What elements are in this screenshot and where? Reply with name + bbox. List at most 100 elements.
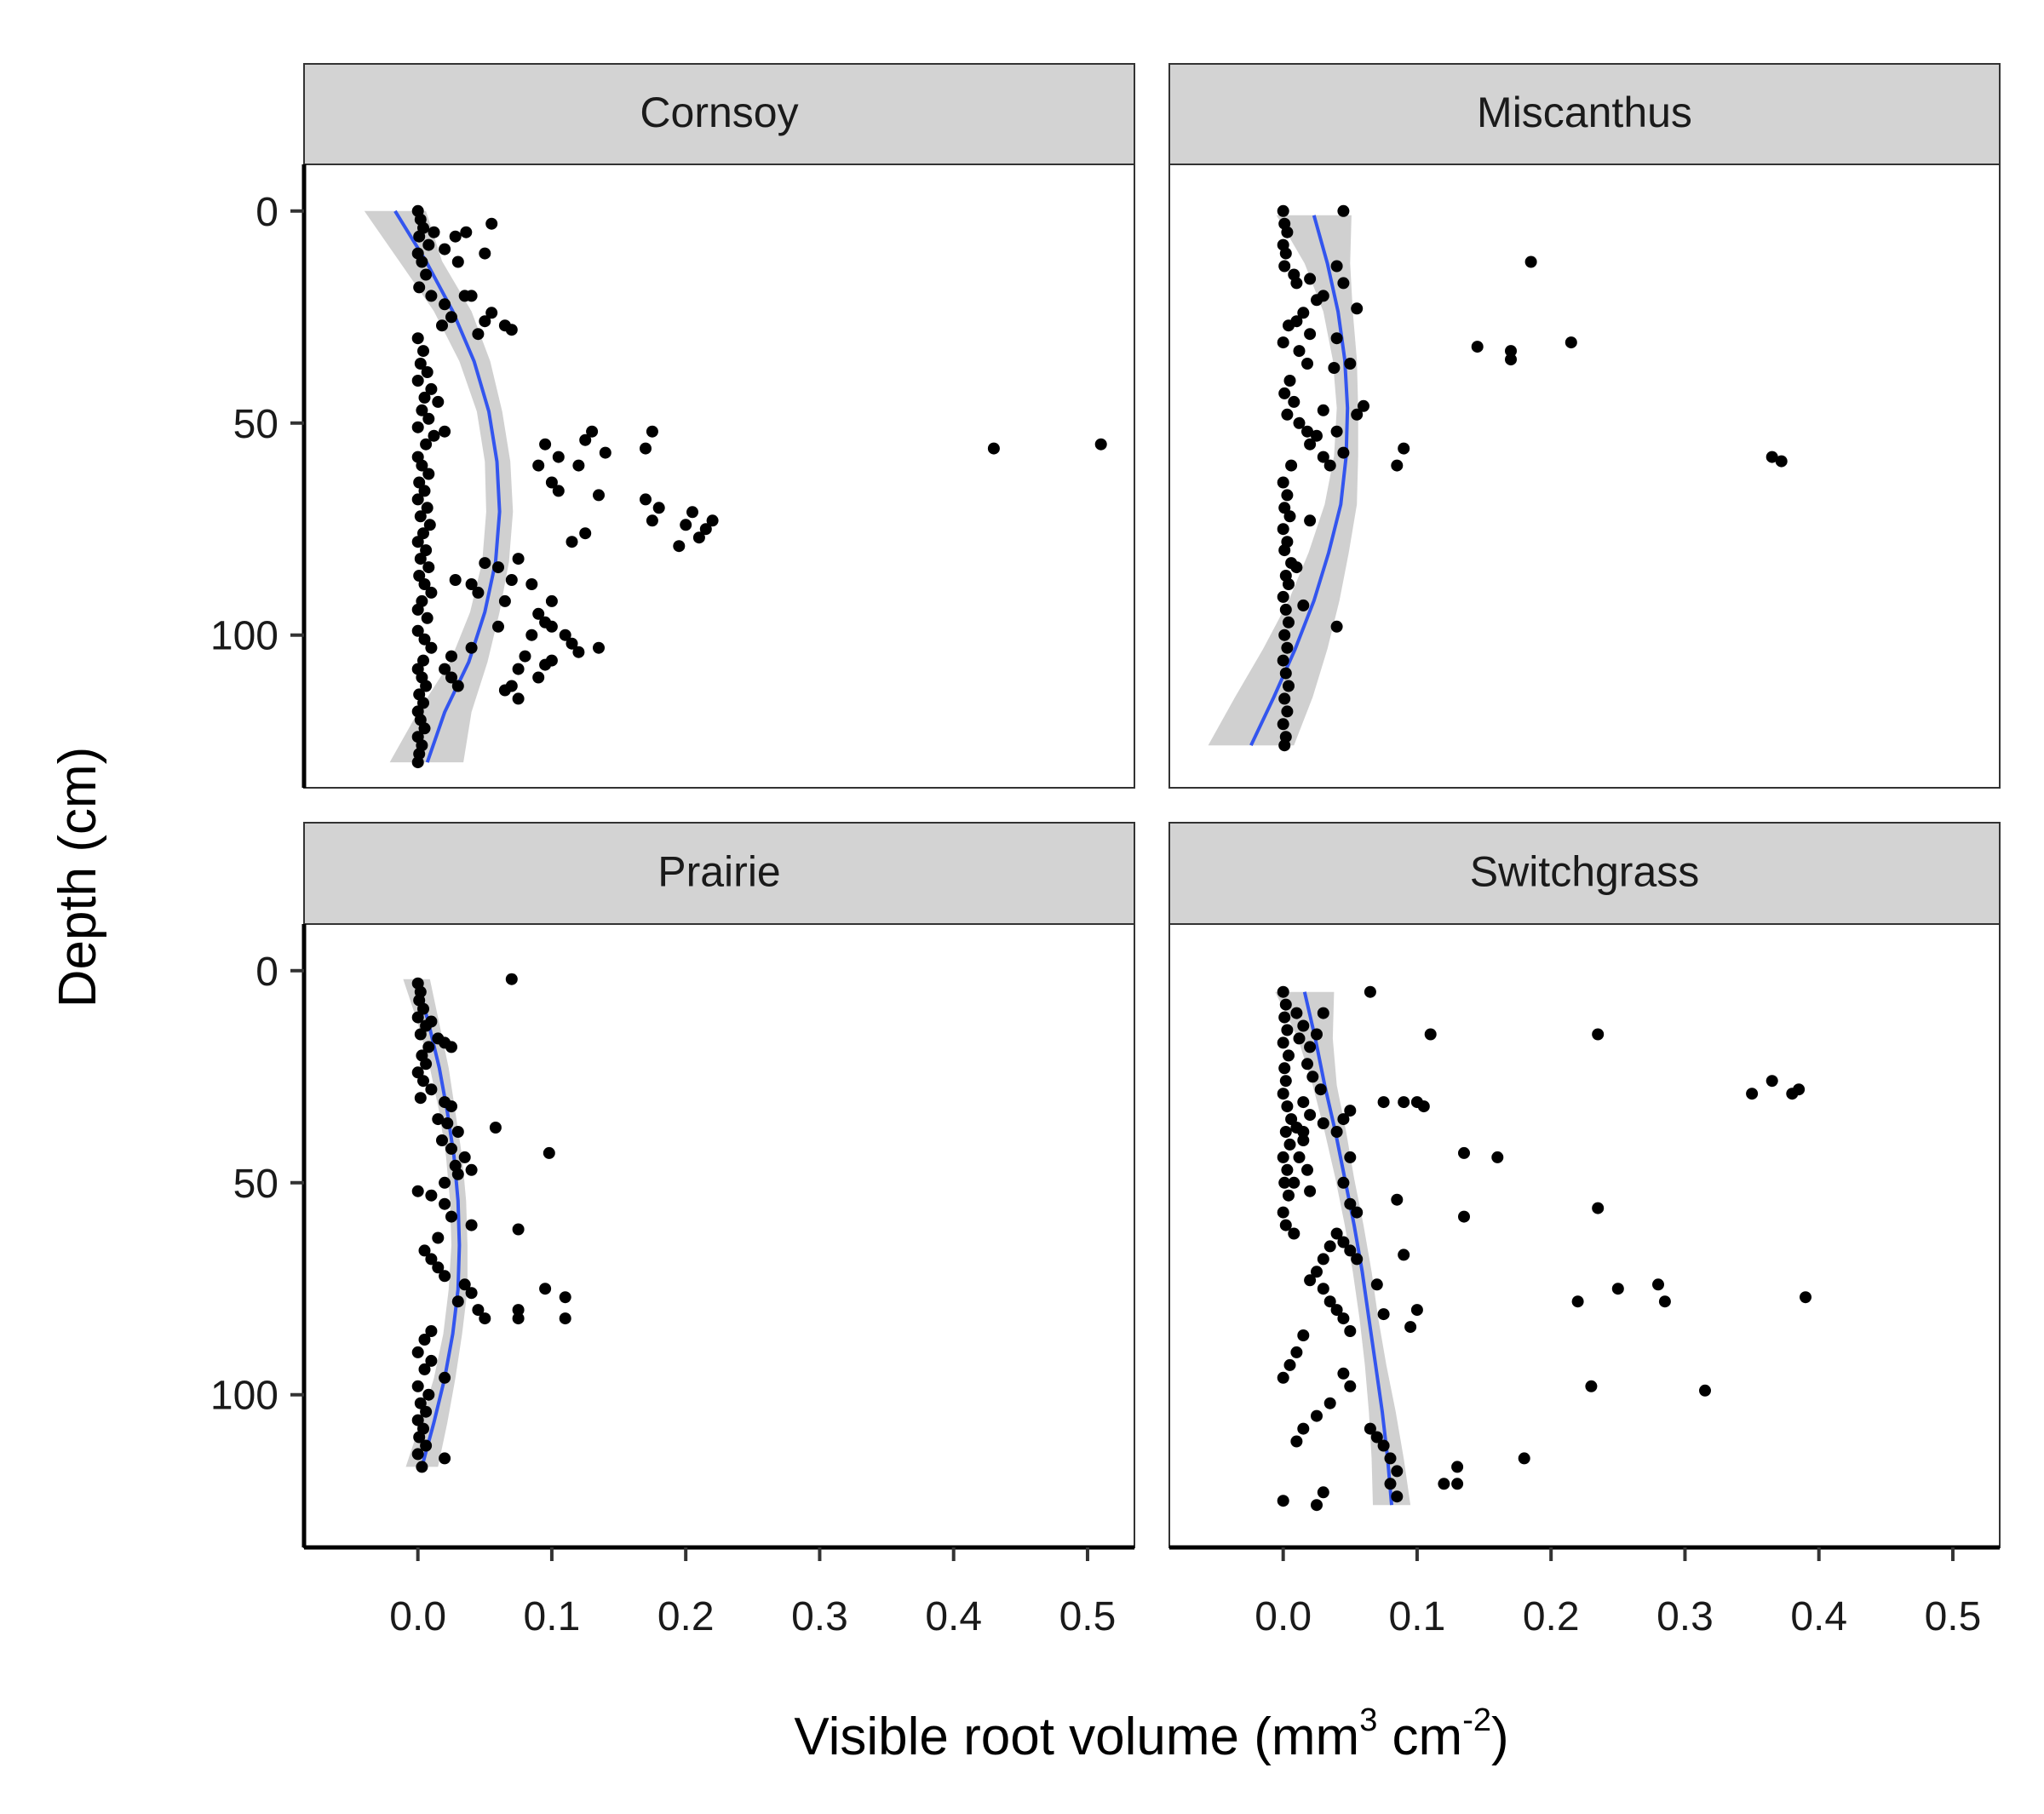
- point-switchgrass-42: [1337, 1176, 1350, 1189]
- point-switchgrass-22: [1293, 1032, 1306, 1045]
- point-cornsoy-127: [692, 531, 705, 544]
- y-tick-label-row1-0: 0: [256, 190, 278, 235]
- point-miscanthus-61: [1330, 425, 1343, 438]
- fit-line-prairie: [415, 979, 462, 1467]
- point-prairie-23: [436, 1134, 448, 1146]
- point-prairie-37: [425, 1253, 438, 1266]
- point-cornsoy-101: [512, 692, 525, 705]
- point-cornsoy-52: [420, 544, 433, 557]
- point-cornsoy-26: [472, 328, 485, 341]
- point-miscanthus-36: [1283, 578, 1295, 590]
- point-cornsoy-111: [532, 459, 545, 472]
- x-axis-title-sup1: 3: [1359, 1702, 1377, 1738]
- point-prairie-28: [439, 1176, 451, 1189]
- point-prairie-66: [539, 1283, 552, 1295]
- x-tick-label-col1-1: 0.1: [524, 1594, 581, 1639]
- point-cornsoy-84: [472, 586, 485, 599]
- point-prairie-22: [451, 1126, 464, 1138]
- point-cornsoy-25: [505, 324, 518, 336]
- point-prairie-41: [465, 1287, 478, 1300]
- point-switchgrass-12: [1283, 1138, 1296, 1151]
- point-miscanthus-23: [1311, 429, 1323, 442]
- point-miscanthus-14: [1277, 336, 1289, 349]
- point-switchgrass-83: [1424, 1028, 1437, 1041]
- point-switchgrass-20: [1290, 1007, 1303, 1019]
- point-cornsoy-16: [425, 290, 438, 302]
- x-tick-label-col2-0: 0.0: [1255, 1594, 1312, 1639]
- point-prairie-51: [411, 1380, 424, 1392]
- point-cornsoy-38: [428, 429, 440, 442]
- y-tick-label-row1-100: 100: [210, 614, 278, 659]
- point-prairie-62: [505, 973, 518, 985]
- point-switchgrass-78: [1364, 985, 1376, 998]
- point-switchgrass-52: [1304, 1274, 1317, 1287]
- point-prairie-36: [418, 1244, 431, 1257]
- confidence-band-miscanthus: [1208, 215, 1358, 746]
- point-miscanthus-62: [1337, 446, 1350, 459]
- x-tick-label-col2-1: 0.1: [1389, 1594, 1446, 1639]
- point-prairie-43: [472, 1304, 485, 1317]
- point-switchgrass-110: [1451, 1461, 1464, 1473]
- point-miscanthus-68: [1297, 599, 1310, 611]
- point-miscanthus-7: [1290, 277, 1303, 290]
- point-switchgrass-35: [1288, 1176, 1300, 1189]
- point-switchgrass-103: [1571, 1295, 1584, 1308]
- point-miscanthus-26: [1285, 459, 1298, 472]
- point-miscanthus-2: [1281, 226, 1294, 238]
- point-switchgrass-100: [1611, 1283, 1624, 1295]
- point-switchgrass-91: [1458, 1146, 1470, 1159]
- point-cornsoy-56: [418, 578, 431, 590]
- point-cornsoy-33: [418, 391, 431, 404]
- x-tick-label-col1-2: 0.2: [657, 1594, 715, 1639]
- point-prairie-40: [458, 1278, 471, 1291]
- point-prairie-6: [425, 1015, 438, 1028]
- point-cornsoy-100: [498, 684, 511, 697]
- point-prairie-52: [422, 1388, 435, 1401]
- point-prairie-38: [432, 1261, 445, 1274]
- point-miscanthus-69: [1330, 620, 1343, 633]
- point-switchgrass-6: [1278, 1062, 1291, 1075]
- point-prairie-4: [411, 1011, 424, 1024]
- point-cornsoy-119: [599, 446, 611, 459]
- point-miscanthus-43: [1279, 667, 1292, 680]
- point-switchgrass-48: [1351, 1253, 1364, 1266]
- point-cornsoy-23: [485, 307, 498, 319]
- strip-label-cornsoy: Cornsoy: [640, 89, 798, 136]
- point-cornsoy-13: [416, 255, 428, 268]
- point-cornsoy-22: [479, 315, 491, 328]
- point-prairie-57: [413, 1431, 426, 1444]
- point-switchgrass-76: [1311, 1499, 1323, 1512]
- strip-switchgrass: [1168, 822, 2001, 925]
- x-tick-label-col1-3: 0.3: [791, 1594, 848, 1639]
- point-cornsoy-35: [416, 404, 428, 416]
- point-cornsoy-40: [439, 425, 451, 438]
- point-switchgrass-50: [1317, 1253, 1329, 1266]
- point-prairie-44: [479, 1312, 491, 1325]
- point-cornsoy-10: [451, 255, 464, 268]
- point-switchgrass-97: [1766, 1075, 1778, 1088]
- point-prairie-21: [441, 1117, 454, 1129]
- point-switchgrass-104: [1800, 1291, 1811, 1304]
- point-switchgrass-23: [1304, 1041, 1317, 1053]
- point-cornsoy-54: [422, 561, 435, 574]
- strip-label-miscanthus: Miscanthus: [1477, 89, 1692, 136]
- point-cornsoy-96: [492, 620, 504, 633]
- point-miscanthus-31: [1277, 523, 1289, 536]
- x-tick-label-col2-5: 0.5: [1925, 1594, 1982, 1639]
- y-tick-label-row2-100: 100: [210, 1374, 278, 1419]
- point-cornsoy-45: [418, 485, 431, 497]
- point-cornsoy-8: [460, 226, 473, 238]
- point-miscanthus-25: [1317, 451, 1329, 463]
- point-prairie-15: [417, 1075, 429, 1088]
- strip-prairie: [303, 822, 1135, 925]
- point-switchgrass-92: [1458, 1210, 1470, 1223]
- strip-label-switchgrass: Switchgrass: [1470, 848, 1700, 896]
- point-cornsoy-108: [593, 641, 605, 654]
- point-miscanthus-67: [1290, 561, 1303, 574]
- point-cornsoy-88: [512, 553, 525, 565]
- point-miscanthus-74: [1565, 336, 1577, 349]
- point-switchgrass-3: [1281, 1024, 1294, 1036]
- point-switchgrass-57: [1344, 1325, 1357, 1337]
- point-switchgrass-0: [1277, 985, 1289, 998]
- point-switchgrass-7: [1279, 1075, 1292, 1088]
